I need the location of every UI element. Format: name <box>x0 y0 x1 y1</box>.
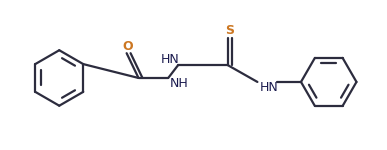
Text: HN: HN <box>160 53 179 66</box>
Text: NH: NH <box>170 77 189 90</box>
Text: O: O <box>122 40 133 53</box>
Text: HN: HN <box>259 81 278 94</box>
Text: S: S <box>225 24 234 37</box>
